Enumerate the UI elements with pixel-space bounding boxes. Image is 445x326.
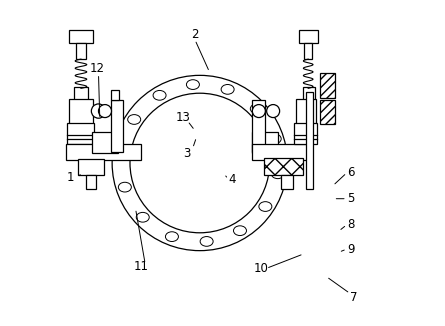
- Text: 7: 7: [350, 291, 358, 304]
- Text: 13: 13: [176, 111, 191, 124]
- Ellipse shape: [186, 80, 199, 89]
- Bar: [110, 100, 124, 152]
- Text: 12: 12: [90, 62, 105, 75]
- Circle shape: [267, 105, 279, 118]
- Text: 2: 2: [191, 28, 198, 41]
- Bar: [264, 158, 303, 175]
- Bar: [85, 175, 96, 189]
- Text: 5: 5: [347, 192, 354, 205]
- Ellipse shape: [166, 232, 178, 242]
- Circle shape: [130, 93, 270, 233]
- Ellipse shape: [128, 115, 141, 124]
- Text: 6: 6: [347, 166, 355, 179]
- Ellipse shape: [200, 237, 213, 246]
- Bar: [110, 90, 119, 100]
- Bar: [303, 87, 315, 100]
- Bar: [294, 124, 317, 143]
- Ellipse shape: [268, 134, 281, 144]
- Circle shape: [252, 105, 265, 118]
- Bar: [69, 30, 93, 43]
- Text: 3: 3: [183, 147, 190, 160]
- Ellipse shape: [136, 212, 149, 222]
- Bar: [252, 132, 278, 153]
- Text: 11: 11: [134, 260, 149, 274]
- Bar: [74, 87, 88, 100]
- Ellipse shape: [251, 104, 263, 114]
- Ellipse shape: [118, 182, 131, 192]
- Text: 4: 4: [228, 173, 236, 186]
- Bar: [306, 92, 313, 189]
- Text: 10: 10: [254, 262, 269, 275]
- Bar: [69, 99, 93, 124]
- Bar: [77, 43, 85, 59]
- Ellipse shape: [115, 147, 128, 157]
- Ellipse shape: [259, 202, 272, 211]
- Bar: [281, 175, 293, 189]
- Circle shape: [112, 75, 287, 251]
- Ellipse shape: [271, 169, 284, 179]
- Bar: [299, 30, 318, 43]
- Bar: [320, 100, 336, 124]
- Bar: [78, 159, 104, 175]
- Bar: [304, 43, 312, 59]
- Bar: [92, 132, 118, 153]
- Bar: [252, 100, 265, 152]
- Ellipse shape: [221, 84, 234, 94]
- Bar: [320, 73, 336, 98]
- Bar: [66, 144, 141, 160]
- Ellipse shape: [153, 90, 166, 100]
- Circle shape: [91, 104, 105, 118]
- Circle shape: [98, 105, 112, 118]
- Bar: [296, 99, 316, 124]
- Ellipse shape: [234, 226, 247, 236]
- Bar: [67, 124, 94, 143]
- Text: 9: 9: [347, 243, 355, 256]
- Text: 8: 8: [347, 218, 354, 231]
- Bar: [252, 144, 308, 160]
- Text: 1: 1: [66, 171, 74, 184]
